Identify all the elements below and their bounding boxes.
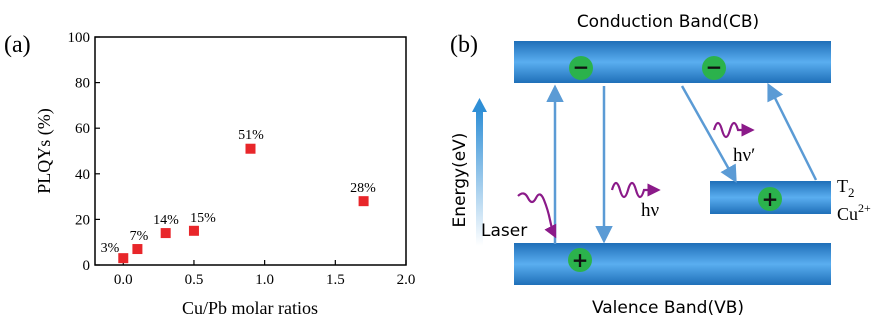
y-tick-label: 0 xyxy=(83,258,91,274)
t2-label: T2 xyxy=(837,176,855,200)
svg-text:+: + xyxy=(572,248,589,272)
y-axis-title: PLQYs (%) xyxy=(34,108,55,194)
conduction-band xyxy=(514,41,831,83)
y-tick-label: 60 xyxy=(75,121,90,137)
electron-icon: − xyxy=(569,55,593,80)
data-points xyxy=(118,143,369,264)
point-label-1: 7% xyxy=(130,229,149,244)
x-axis-title: Cu/Pb molar ratios xyxy=(182,298,318,318)
conduction-band-title: Conduction Band(CB) xyxy=(577,12,759,32)
y-tick-label: 80 xyxy=(75,76,90,92)
y-tick-label: 100 xyxy=(68,30,91,46)
energy-axis-label: Energy(eV) xyxy=(450,133,470,228)
hv-label: hν xyxy=(641,200,660,221)
svg-text:−: − xyxy=(573,55,590,79)
emission-photon-icon xyxy=(610,181,661,199)
panel-a: (a) 0.0 0.5 1.0 1.5 2.0 0 20 40 60 80 100 PLQYs (… xyxy=(4,30,415,318)
y-axis-ticks: 0 20 40 60 80 100 xyxy=(68,30,100,274)
hv-prime-label: hν′ xyxy=(733,145,755,166)
point-label-2: 14% xyxy=(153,213,179,228)
point-label-0: 3% xyxy=(101,241,120,256)
hole-icon: + xyxy=(568,248,592,272)
x-tick-label: 2.0 xyxy=(397,272,416,288)
x-tick-label: 0.5 xyxy=(185,272,204,288)
point-label-4: 51% xyxy=(238,128,264,143)
x-tick-label: 1.5 xyxy=(326,272,345,288)
cb-to-t2-arrow xyxy=(680,85,737,184)
hole-icon: + xyxy=(758,187,782,211)
point-label-3: 15% xyxy=(190,211,216,226)
data-point xyxy=(245,143,256,154)
data-point xyxy=(118,253,129,264)
data-point xyxy=(358,196,369,207)
panel-a-label: (a) xyxy=(4,32,31,58)
data-point xyxy=(160,228,171,239)
valence-band-title: Valence Band(VB) xyxy=(592,298,744,318)
data-point xyxy=(132,244,143,255)
x-axis-ticks: 0.0 0.5 1.0 1.5 2.0 xyxy=(114,260,415,288)
laser-photon-icon xyxy=(517,192,557,239)
energy-axis-bar xyxy=(476,110,483,246)
cu-label: Cu2+ xyxy=(837,201,871,224)
plot-frame xyxy=(94,36,407,266)
data-point xyxy=(188,225,199,236)
x-tick-label: 1.0 xyxy=(255,272,274,288)
panel-b-label: (b) xyxy=(450,32,478,58)
y-tick-label: 20 xyxy=(75,212,90,228)
x-tick-label: 0.0 xyxy=(114,272,133,288)
svg-text:−: − xyxy=(706,55,723,79)
energy-axis-arrowhead xyxy=(472,98,487,112)
svg-text:+: + xyxy=(762,187,779,211)
y-tick-label: 40 xyxy=(75,167,90,183)
t2-to-cb-arrow xyxy=(767,82,818,181)
panel-b: (b) Conduction Band(CB) Valence Band(VB)… xyxy=(450,12,871,318)
point-label-5: 28% xyxy=(350,181,376,196)
valence-band xyxy=(514,243,831,285)
laser-label: Laser xyxy=(481,221,527,241)
t2-emission-photon-icon xyxy=(712,121,755,139)
electron-icon: − xyxy=(702,55,726,80)
